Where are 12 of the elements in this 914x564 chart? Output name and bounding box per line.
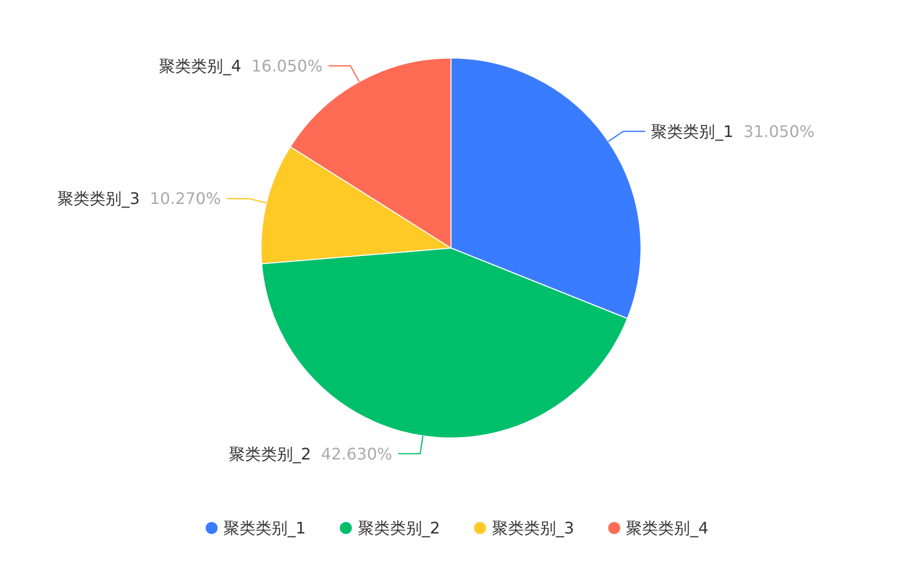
slice-label: 聚类类别_2 xyxy=(228,444,312,464)
slice-label: 聚类类别_3 xyxy=(58,189,140,208)
slice-label: 聚类类别_4 xyxy=(159,56,242,76)
data-label: 31.050% xyxy=(743,122,815,141)
legend-label: 聚类类别_2 xyxy=(358,518,440,538)
legend-label: 聚类类别_3 xyxy=(492,518,574,538)
legend-label: 聚类类别_4 xyxy=(626,518,708,538)
data-label: 42.630% xyxy=(321,444,392,464)
data-label: 16.050% xyxy=(251,56,323,76)
data-label: 10.270% xyxy=(150,189,221,208)
slice-label: 聚类类别_1 xyxy=(651,122,734,141)
legend-label: 聚类类别_1 xyxy=(224,518,306,538)
